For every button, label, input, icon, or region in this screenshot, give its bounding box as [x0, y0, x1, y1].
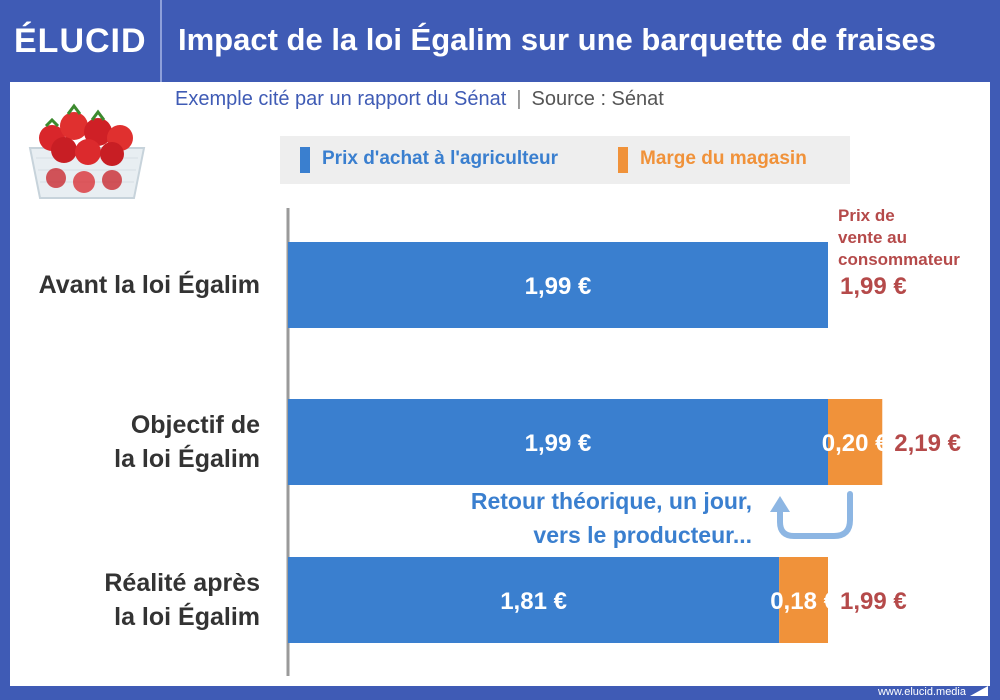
return-arrow: [777, 491, 853, 539]
subtitle-separator: |: [516, 88, 522, 110]
data-label-margin: 0,18 €: [770, 588, 837, 615]
legend-label-farmer: Prix d'achat à l'agriculteur: [322, 148, 559, 169]
page-title: Impact de la loi Égalim sur une barquett…: [178, 22, 937, 57]
total-label: 1,99 €: [840, 273, 907, 300]
legend-swatch-margin: [618, 147, 628, 173]
brand-logo: ÉLUCID: [14, 22, 147, 60]
data-label-farmer: 1,99 €: [525, 273, 592, 300]
strawberry-punnet-icon: [22, 98, 152, 208]
return-arrow-head: [770, 496, 790, 512]
legend-label-margin: Marge du magasin: [640, 148, 807, 169]
category-label: Objectif de: [131, 411, 260, 439]
legend: Prix d'achat à l'agriculteur Marge du ma…: [280, 136, 850, 184]
total-heading: consommateur: [838, 250, 960, 269]
bar-margin: [828, 399, 883, 485]
data-label-farmer: 1,99 €: [525, 430, 592, 457]
subtitle-source: Source : Sénat: [531, 88, 664, 110]
legend-swatch-farmer: [300, 147, 310, 173]
total-label: 1,99 €: [840, 588, 907, 615]
annotation-text: vers le producteur...: [533, 522, 752, 548]
header-bar: ÉLUCID Impact de la loi Égalim sur une b…: [0, 0, 1000, 82]
flag-icon: [970, 686, 988, 696]
subtitle-example: Exemple cité par un rapport du Sénat: [175, 88, 507, 110]
category-label: Réalité après: [104, 569, 260, 597]
total-heading: vente au: [838, 228, 907, 247]
annotation-text: Retour théorique, un jour,: [471, 488, 752, 514]
data-label-farmer: 1,81 €: [500, 588, 567, 615]
footer-site: www.elucid.media: [877, 686, 966, 698]
category-label: Avant la loi Égalim: [39, 270, 260, 299]
category-label: la loi Égalim: [114, 444, 260, 473]
bar-margin: [779, 557, 828, 643]
bar-farmer: [288, 557, 780, 643]
bar-farmer: [288, 242, 828, 328]
data-label-margin: 0,20 €: [822, 430, 889, 457]
category-label: la loi Égalim: [114, 602, 260, 631]
total-label: 2,19 €: [894, 430, 961, 457]
bar-farmer: [288, 399, 828, 485]
header-divider: [160, 0, 162, 82]
total-heading: Prix de: [838, 206, 895, 225]
subtitle: Exemple cité par un rapport du Sénat | Sou…: [175, 88, 664, 111]
